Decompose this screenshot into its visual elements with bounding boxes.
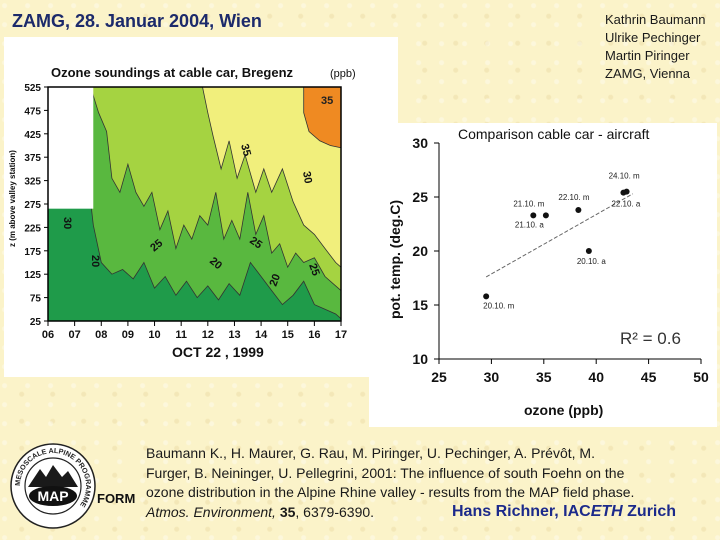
- contour-unit-label: (ppb): [330, 68, 356, 80]
- contour-y-tick-label: 375: [24, 153, 41, 164]
- contour-y-tick-label: 475: [24, 106, 41, 117]
- contour-x-tick-label: 08: [95, 329, 107, 341]
- ozone-contour-panel: 06 07 08 09 10 11 12 13 14 15 16 17 525 475 425 375 325 2…: [4, 37, 398, 377]
- scatter-x-tick-label: 50: [693, 369, 709, 385]
- contour-y-tick-label: 525: [24, 83, 41, 94]
- scatter-x-tick-label: 35: [536, 369, 552, 385]
- contour-title: Ozone soundings at cable car, Bregenz: [51, 65, 294, 80]
- contour-label: 25: [247, 235, 264, 252]
- contour-label: 25: [306, 262, 321, 278]
- scatter-point-label: 20.10. a: [577, 257, 606, 266]
- contour-x-tick-label: 07: [69, 329, 81, 341]
- scatter-point: [585, 248, 592, 254]
- contour-y-tick-label: 125: [24, 270, 41, 281]
- author-line: Ulrike Pechinger: [605, 30, 701, 45]
- scatter-x-tick-label: 40: [588, 369, 604, 385]
- slide-title: ZAMG, 28. Januar 2004, Wien: [12, 11, 262, 31]
- contour-x-tick-label: 10: [148, 329, 160, 341]
- contour-no-data-region: [48, 87, 94, 209]
- scatter-y-tick-label: 10: [412, 351, 428, 367]
- map-logo: MESOSCALE ALPINE PROGRAMME MAP: [10, 443, 96, 529]
- contour-x-label: OCT 22 , 1999: [172, 344, 264, 360]
- citation-line: ozone distribution in the Alpine Rhine v…: [146, 484, 635, 500]
- author-credit: Hans Richner, IACETH Zurich: [452, 503, 676, 521]
- contour-label: 20: [89, 255, 101, 267]
- citation-line: Baumann K., H. Maurer, G. Rau, M. Piring…: [146, 445, 595, 461]
- citation-line: Furger, B. Neininger, U. Pellegrini, 200…: [146, 464, 625, 481]
- citation-volume: 35: [279, 503, 296, 520]
- contour-y-tick-label: 175: [24, 247, 41, 258]
- scatter-x-tick-label: 25: [431, 369, 447, 385]
- contour-x-tick-label: 16: [308, 329, 320, 341]
- scatter-point: [483, 293, 490, 300]
- scatter-point: [542, 212, 549, 219]
- r-squared-annotation: R² = 0.6: [620, 329, 681, 348]
- logo-center-text: MAP: [37, 488, 68, 504]
- scatter-x-tick-label: 45: [641, 369, 657, 385]
- contour-y-tick-label: 275: [24, 200, 41, 211]
- contour-x-tick-label: 09: [122, 329, 134, 341]
- scatter-point: [575, 206, 582, 213]
- author-line: ZAMG, Vienna: [605, 66, 691, 81]
- contour-y-tick-label: 325: [24, 177, 41, 188]
- scatter-x-tick-label: 30: [484, 369, 500, 385]
- author-line: Martin Piringer: [605, 48, 690, 63]
- credit-prefix: Hans Richner, IAC: [452, 503, 591, 520]
- contour-x-tick-label: 12: [202, 329, 214, 341]
- scatter-point-label: 21.10. a: [515, 220, 544, 229]
- scatter-point-label: 20.10. m: [483, 301, 514, 310]
- scatter-y-tick-label: 20: [412, 243, 428, 259]
- credit-suffix: Zurich: [622, 503, 677, 520]
- scatter-point: [623, 188, 630, 195]
- citation-pages: , 6379-6390.: [295, 503, 375, 520]
- contour-x-tick-label: 15: [282, 329, 294, 341]
- contour-label: 20: [268, 272, 283, 288]
- scatter-point: [530, 212, 537, 219]
- logo-center-ellipse-icon: [29, 486, 77, 506]
- citation-journal: Atmos. Environment,: [146, 503, 276, 520]
- contour-label: 35: [321, 95, 333, 107]
- scatter-chart: Comparison cable car - aircraft 25 30 35 40…: [387, 126, 709, 418]
- contour-x-tick-label: 11: [175, 329, 187, 341]
- citation-line: Atmos. Environment, 35, 6379-6390.: [146, 503, 716, 523]
- contour-x-tick-label: 06: [42, 329, 54, 341]
- scatter-title: Comparison cable car - aircraft: [458, 126, 650, 142]
- contour-y-tick-label: 225: [24, 223, 41, 234]
- scatter-point-label: 22.10. a: [611, 200, 640, 209]
- scatter-point-label: 24.10. m: [609, 172, 640, 181]
- authors-block: Kathrin Baumann Ulrike Pechinger Martin …: [605, 11, 705, 83]
- ozone-contour-chart: 06 07 08 09 10 11 12 13 14 15 16 175254754253753252…: [8, 65, 356, 360]
- contour-label: 30: [300, 170, 314, 184]
- scatter-x-label: ozone (ppb): [524, 402, 603, 418]
- contour-y-tick-label: 25: [30, 317, 42, 328]
- contour-x-tick-label: 13: [228, 329, 240, 341]
- scatter-point-label: 21.10. m: [513, 199, 544, 208]
- credit-eth: ETH: [590, 503, 623, 520]
- scatter-point-label: 22.10. m: [558, 193, 589, 202]
- logo-side-label: FORM: [97, 491, 136, 506]
- contour-label: 35: [238, 143, 253, 158]
- contour-y-tick-label: 75: [30, 294, 42, 305]
- contour-x-tick-label: 14: [255, 329, 268, 341]
- contour-y-tick-label: 425: [24, 130, 41, 141]
- citation-block: Baumann K., H. Maurer, G. Rau, M. Piring…: [146, 444, 716, 522]
- contour-x-tick-label: 17: [335, 329, 347, 341]
- scatter-y-tick-label: 30: [412, 135, 428, 151]
- contour-y-label: z (m above valley station): [8, 150, 17, 247]
- trend-line: [485, 193, 634, 278]
- contour-label: 30: [61, 217, 73, 229]
- scatter-y-tick-label: 25: [412, 189, 428, 205]
- mountain-icon: [28, 465, 78, 487]
- contour-band-30-35: [202, 86, 342, 269]
- scatter-y-tick-label: 15: [412, 297, 428, 313]
- author-line: Kathrin Baumann: [605, 12, 706, 27]
- scatter-y-label: pot. temp. (deg.C): [387, 200, 403, 319]
- scatter-panel: Comparison cable car - aircraft 25 30 35 40…: [369, 123, 717, 427]
